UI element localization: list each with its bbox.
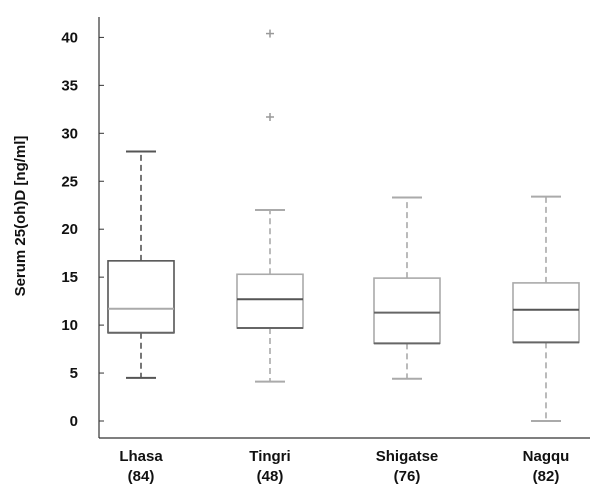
box-rect xyxy=(512,282,580,344)
y-tick-label: 30 xyxy=(61,125,78,142)
y-tick-label: 40 xyxy=(61,29,78,46)
box-rect xyxy=(373,277,441,345)
category-label: Lhasa xyxy=(119,448,163,465)
category-count: (76) xyxy=(394,468,421,485)
outlier-marker xyxy=(266,29,274,38)
y-tick-label: 20 xyxy=(61,221,78,238)
box-lhasa xyxy=(107,150,175,379)
category-count: (84) xyxy=(128,468,155,485)
category-labels: Lhasa (84) Tingri (48) Shigatse (76) Nagqu (82) xyxy=(119,448,569,485)
box-shigatse xyxy=(373,196,441,380)
category-label: Shigatse xyxy=(376,448,439,465)
box-nagqu xyxy=(512,195,580,422)
y-tick-label: 0 xyxy=(70,413,78,430)
category-label: Nagqu xyxy=(523,448,570,465)
box-rect xyxy=(107,260,175,334)
category-count: (48) xyxy=(257,468,284,485)
y-tick-label: 5 xyxy=(70,365,78,382)
box-group xyxy=(107,29,580,422)
axes: 0 5 10 15 20 25 30 35 40 xyxy=(61,17,590,439)
y-tick-label: 35 xyxy=(61,77,78,94)
y-tick-label: 15 xyxy=(61,269,78,286)
y-tick-label: 10 xyxy=(61,317,78,334)
y-tick-label: 25 xyxy=(61,173,78,190)
category-label: Tingri xyxy=(249,448,290,465)
box-tingri xyxy=(236,29,304,383)
box-rect xyxy=(236,273,304,329)
outlier-marker xyxy=(266,112,274,121)
y-axis-label: Serum 25(oh)D [ng/ml] xyxy=(12,136,29,297)
category-count: (82) xyxy=(533,468,560,485)
